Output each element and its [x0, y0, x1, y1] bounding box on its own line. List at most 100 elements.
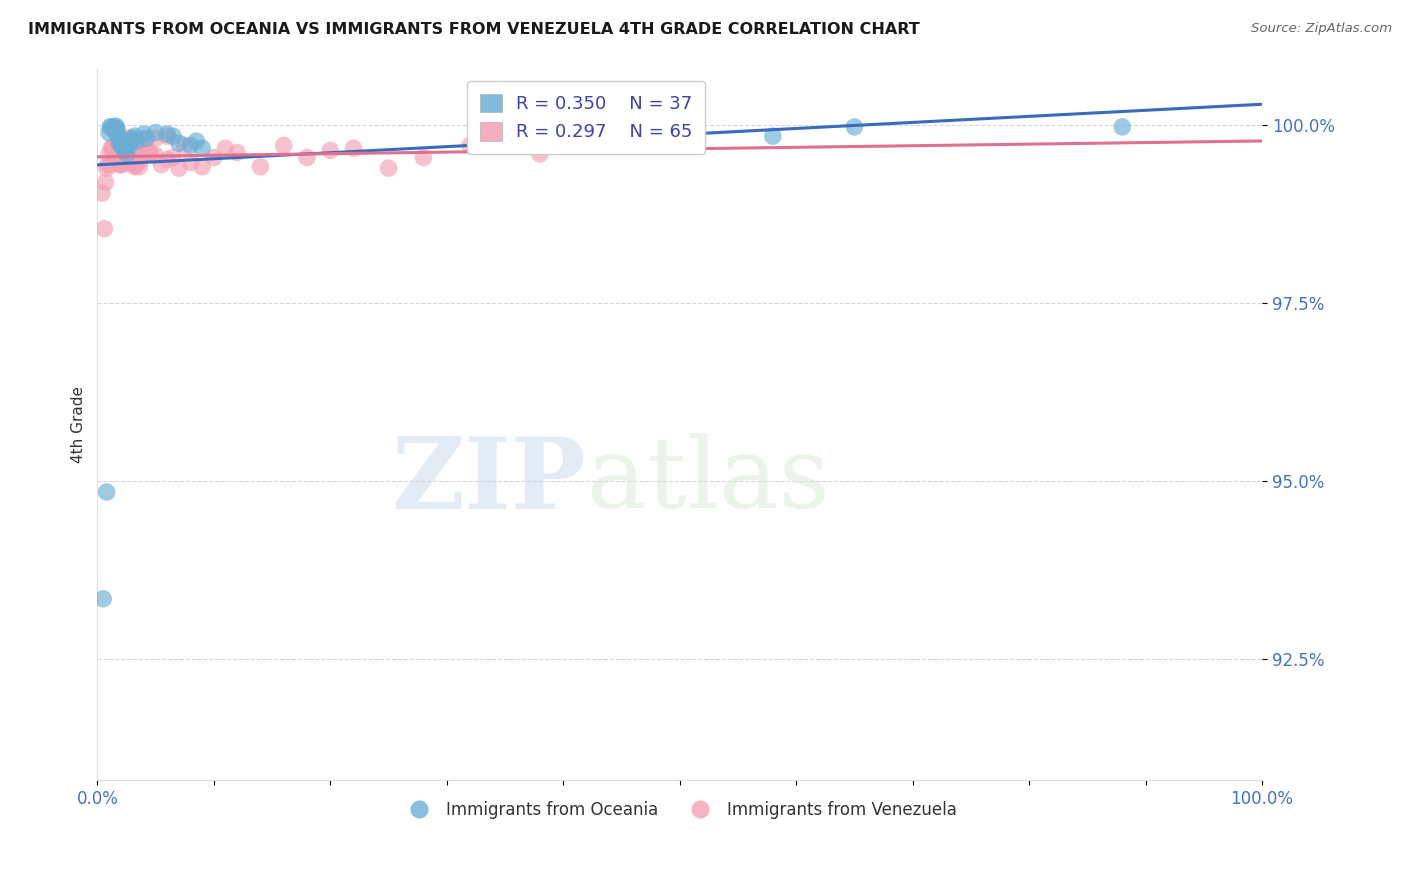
Point — [412, 151, 434, 165]
Point — [103, 148, 125, 162]
Point — [115, 138, 138, 153]
Point — [342, 141, 364, 155]
Point — [1111, 120, 1133, 134]
Point — [104, 119, 127, 133]
Point — [121, 131, 143, 145]
Point — [249, 160, 271, 174]
Point — [124, 129, 146, 144]
Point — [124, 160, 146, 174]
Point — [101, 140, 124, 154]
Point — [91, 186, 114, 200]
Point — [162, 129, 184, 144]
Point — [107, 129, 129, 144]
Point — [295, 151, 318, 165]
Point — [98, 158, 121, 172]
Point — [139, 145, 162, 160]
Point — [118, 136, 141, 151]
Point — [167, 161, 190, 176]
Point — [111, 134, 134, 148]
Point — [100, 120, 122, 134]
Point — [135, 141, 157, 155]
Point — [226, 145, 249, 160]
Text: Source: ZipAtlas.com: Source: ZipAtlas.com — [1251, 22, 1392, 36]
Point — [762, 129, 785, 144]
Point — [118, 144, 141, 158]
Point — [98, 126, 121, 140]
Point — [104, 148, 127, 162]
Point — [167, 136, 190, 151]
Point — [118, 134, 141, 148]
Point — [112, 145, 135, 160]
Point — [377, 161, 399, 176]
Point — [191, 160, 214, 174]
Point — [156, 127, 179, 141]
Point — [105, 138, 128, 153]
Point — [98, 120, 121, 134]
Point — [101, 122, 124, 136]
Point — [162, 151, 184, 165]
Point — [145, 126, 167, 140]
Point — [91, 591, 114, 606]
Point — [104, 120, 127, 134]
Point — [98, 147, 121, 161]
Point — [125, 154, 148, 169]
Point — [145, 131, 167, 145]
Point — [132, 133, 155, 147]
Point — [117, 145, 139, 160]
Point — [103, 122, 125, 136]
Legend: Immigrants from Oceania, Immigrants from Venezuela: Immigrants from Oceania, Immigrants from… — [396, 794, 963, 825]
Point — [100, 141, 122, 155]
Point — [180, 138, 202, 153]
Point — [131, 138, 153, 153]
Text: ZIP: ZIP — [392, 433, 586, 530]
Point — [111, 141, 134, 155]
Point — [104, 124, 127, 138]
Point — [96, 161, 118, 176]
Point — [115, 147, 138, 161]
Y-axis label: 4th Grade: 4th Grade — [72, 386, 86, 463]
Point — [135, 131, 157, 145]
Point — [97, 158, 120, 172]
Point — [120, 151, 142, 165]
Point — [128, 160, 150, 174]
Point — [127, 151, 149, 165]
Point — [145, 148, 167, 162]
Point — [111, 138, 134, 153]
Point — [121, 134, 143, 148]
Point — [844, 120, 866, 134]
Point — [273, 138, 295, 153]
Point — [186, 134, 208, 148]
Text: IMMIGRANTS FROM OCEANIA VS IMMIGRANTS FROM VENEZUELA 4TH GRADE CORRELATION CHART: IMMIGRANTS FROM OCEANIA VS IMMIGRANTS FR… — [28, 22, 920, 37]
Point — [150, 158, 173, 172]
Point — [93, 221, 115, 235]
Point — [121, 138, 143, 153]
Point — [118, 138, 141, 153]
Point — [112, 141, 135, 155]
Point — [156, 129, 179, 144]
Point — [319, 144, 342, 158]
Text: atlas: atlas — [586, 434, 830, 529]
Point — [125, 158, 148, 172]
Point — [110, 158, 132, 172]
Point — [132, 141, 155, 155]
Point — [202, 151, 225, 165]
Point — [114, 151, 136, 165]
Point — [111, 158, 134, 172]
Point — [110, 133, 132, 147]
Point — [173, 138, 195, 153]
Point — [107, 141, 129, 155]
Point — [125, 134, 148, 148]
Point — [94, 175, 117, 189]
Point — [110, 133, 132, 147]
Point — [129, 153, 152, 167]
Point — [117, 140, 139, 154]
Point — [139, 147, 162, 161]
Point — [114, 144, 136, 158]
Point — [156, 153, 179, 167]
Point — [108, 158, 131, 172]
Point — [115, 131, 138, 145]
Point — [180, 155, 202, 169]
Point — [132, 127, 155, 141]
Point — [214, 141, 236, 155]
Point — [96, 485, 118, 500]
